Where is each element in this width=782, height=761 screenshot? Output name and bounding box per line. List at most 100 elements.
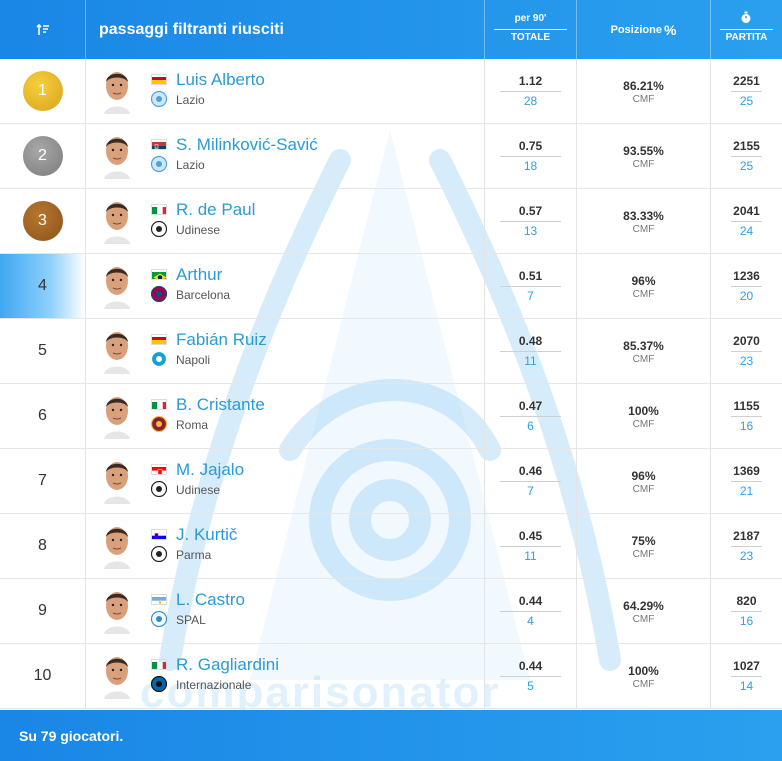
total-value: 13 bbox=[523, 224, 538, 238]
player-name[interactable]: Fabián Ruiz bbox=[176, 330, 267, 349]
per90-cell: 0.48 11 bbox=[485, 319, 577, 383]
table-row[interactable]: 1 Luis Alberto Lazio 1.12 28 86.21% CMF 2251 25 bbox=[0, 59, 782, 124]
rank-number: 7 bbox=[38, 472, 47, 489]
matches-cell: 1155 16 bbox=[711, 384, 782, 448]
per90-cell: 0.44 5 bbox=[485, 644, 577, 708]
player-name[interactable]: S. Milinković-Savić bbox=[176, 135, 318, 154]
per90-header[interactable]: per 90' TOTALE bbox=[485, 0, 577, 59]
metric-title: passaggi filtranti riusciti bbox=[86, 0, 485, 59]
rank-cell: 7 bbox=[0, 449, 86, 513]
per90-value: 0.47 bbox=[518, 399, 543, 413]
per90-cell: 0.47 6 bbox=[485, 384, 577, 448]
bronze-medal-icon: 3 bbox=[22, 201, 63, 241]
sort-button[interactable] bbox=[0, 0, 86, 59]
player-name[interactable]: J. Kurtič bbox=[176, 525, 238, 544]
club-crest-icon bbox=[150, 220, 168, 238]
position-percent: 64.29% bbox=[623, 599, 664, 613]
player-avatar bbox=[102, 198, 132, 244]
club-name: Internazionale bbox=[176, 678, 252, 692]
position-header[interactable]: Posizione % bbox=[577, 0, 711, 59]
player-name[interactable]: M. Jajalo bbox=[176, 460, 245, 479]
player-cell[interactable]: L. Castro SPAL bbox=[86, 579, 485, 643]
italy-flag-icon bbox=[151, 659, 167, 670]
total-value: 6 bbox=[527, 419, 534, 433]
per90-value: 1.12 bbox=[518, 74, 543, 88]
italy-flag-icon bbox=[151, 204, 167, 215]
club-name: Lazio bbox=[176, 158, 205, 172]
minutes-value: 2187 bbox=[733, 529, 760, 543]
position-role: CMF bbox=[632, 354, 655, 365]
rank-cell: 1 bbox=[0, 59, 86, 123]
player-cell[interactable]: Arthur Barcelona bbox=[86, 254, 485, 318]
player-cell[interactable]: R. Gagliardini Internazionale bbox=[86, 644, 485, 708]
minutes-value: 1369 bbox=[733, 464, 760, 478]
total-value: 18 bbox=[523, 159, 538, 173]
per90-value: 0.44 bbox=[518, 659, 543, 673]
position-cell: 100% CMF bbox=[577, 384, 711, 448]
player-cell[interactable]: Fabián Ruiz Napoli bbox=[86, 319, 485, 383]
rank-cell: 9 bbox=[0, 579, 86, 643]
table-row[interactable]: 6 B. Cristante Roma 0.47 6 100% CMF 1155 16 bbox=[0, 384, 782, 449]
position-percent: 93.55% bbox=[623, 144, 664, 158]
club-name: Udinese bbox=[176, 223, 221, 237]
club-crest-icon bbox=[150, 675, 168, 693]
table-row[interactable]: 7 M. Jajalo Udinese 0.46 7 96% CMF 1369 21 bbox=[0, 449, 782, 514]
matches-cell: 2070 23 bbox=[711, 319, 782, 383]
per90-value: 0.45 bbox=[518, 529, 543, 543]
spain-flag-icon bbox=[151, 334, 167, 345]
rank-number: 6 bbox=[38, 407, 47, 424]
rank-cell: 4 bbox=[0, 254, 86, 318]
matches-value: 25 bbox=[739, 159, 754, 173]
table-row[interactable]: 10 R. Gagliardini Internazionale 0.44 5 100% C… bbox=[0, 644, 782, 709]
matches-header[interactable]: PARTITA bbox=[711, 0, 782, 59]
table-row[interactable]: 8 J. Kurtič Parma 0.45 11 75% CMF 2187 23 bbox=[0, 514, 782, 579]
rank-cell: 8 bbox=[0, 514, 86, 578]
club-crest-icon bbox=[150, 90, 168, 108]
table-row[interactable]: 4 Arthur Barcelona 0.51 7 96% CMF 1236 20 bbox=[0, 254, 782, 319]
table-row[interactable]: 9 L. Castro SPAL 0.44 4 64.29% CMF 820 16 bbox=[0, 579, 782, 644]
total-value: 5 bbox=[527, 679, 534, 693]
player-cell[interactable]: M. Jajalo Udinese bbox=[86, 449, 485, 513]
minutes-value: 2251 bbox=[733, 74, 760, 88]
player-name[interactable]: Arthur bbox=[176, 265, 223, 284]
matches-label: PARTITA bbox=[725, 32, 768, 43]
rank-number: 8 bbox=[38, 537, 47, 554]
table-row[interactable]: 5 Fabián Ruiz Napoli 0.48 11 85.37% CMF 2070 23 bbox=[0, 319, 782, 384]
table-row[interactable]: 3 R. de Paul Udinese 0.57 13 83.33% CMF 2041 24 bbox=[0, 189, 782, 254]
croatia-flag-icon bbox=[151, 464, 167, 475]
position-percent: 86.21% bbox=[623, 79, 664, 93]
percent-icon: % bbox=[663, 21, 677, 38]
player-name[interactable]: L. Castro bbox=[176, 590, 245, 609]
club-name: Barcelona bbox=[176, 288, 231, 302]
per90-cell: 0.44 4 bbox=[485, 579, 577, 643]
player-name[interactable]: Luis Alberto bbox=[176, 70, 265, 89]
player-name[interactable]: B. Cristante bbox=[176, 395, 265, 414]
player-name[interactable]: R. Gagliardini bbox=[176, 655, 279, 674]
player-cell[interactable]: S. Milinković-Savić Lazio bbox=[86, 124, 485, 188]
rank-cell: 3 bbox=[0, 189, 86, 253]
position-role: CMF bbox=[632, 159, 655, 170]
player-cell[interactable]: J. Kurtič Parma bbox=[86, 514, 485, 578]
table-row[interactable]: 2 S. Milinković-Savić Lazio 0.75 18 93.55% CMF… bbox=[0, 124, 782, 189]
player-avatar bbox=[102, 523, 132, 569]
player-name[interactable]: R. de Paul bbox=[176, 200, 256, 219]
position-percent: 100% bbox=[628, 664, 659, 678]
position-label: Posizione bbox=[610, 23, 662, 36]
matches-cell: 2251 25 bbox=[711, 59, 782, 123]
matches-cell: 1027 14 bbox=[711, 644, 782, 708]
rank-number: 3 bbox=[38, 212, 47, 229]
total-value: 11 bbox=[524, 549, 537, 563]
position-percent: 96% bbox=[631, 274, 656, 288]
player-avatar bbox=[102, 458, 132, 504]
player-cell[interactable]: R. de Paul Udinese bbox=[86, 189, 485, 253]
rank-number: 4 bbox=[38, 277, 47, 294]
position-cell: 96% CMF bbox=[577, 449, 711, 513]
player-avatar bbox=[102, 68, 132, 114]
player-cell[interactable]: B. Cristante Roma bbox=[86, 384, 485, 448]
matches-value: 21 bbox=[739, 484, 754, 498]
rank-number: 1 bbox=[38, 82, 47, 99]
total-value: 7 bbox=[527, 484, 534, 498]
matches-cell: 1369 21 bbox=[711, 449, 782, 513]
player-cell[interactable]: Luis Alberto Lazio bbox=[86, 59, 485, 123]
